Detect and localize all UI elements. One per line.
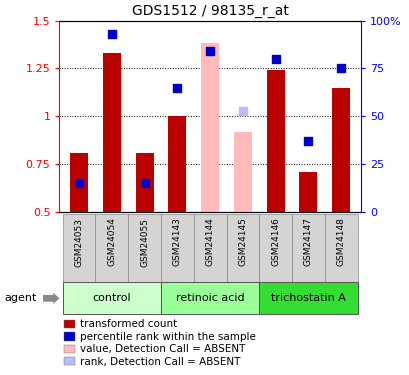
Text: rank, Detection Call = ABSENT: rank, Detection Call = ABSENT [80,357,240,366]
Text: GSM24146: GSM24146 [270,217,279,266]
Title: GDS1512 / 98135_r_at: GDS1512 / 98135_r_at [131,4,288,18]
Text: GSM24143: GSM24143 [173,217,182,266]
Bar [128,214,161,282]
Text: GSM24055: GSM24055 [140,217,149,267]
Text: agent: agent [4,293,36,303]
Point [272,56,278,62]
Text: GSM24144: GSM24144 [205,217,214,266]
Point [337,65,344,71]
Bar [258,214,291,282]
Bar [266,70,284,212]
Point [207,48,213,54]
Bar [324,214,357,282]
Bar [161,282,258,314]
Point [304,138,311,144]
Text: GSM24054: GSM24054 [107,217,116,266]
Text: control: control [92,293,131,303]
Text: percentile rank within the sample: percentile rank within the sample [80,332,255,342]
Text: value, Detection Call = ABSENT: value, Detection Call = ABSENT [80,344,245,354]
Text: transformed count: transformed count [80,320,177,329]
Point [108,31,115,37]
Point [76,180,82,186]
Bar [233,132,251,212]
Bar [258,282,357,314]
Point [174,85,180,91]
Bar [201,43,218,212]
Bar [103,53,121,212]
Bar [226,214,258,282]
Bar [299,172,317,212]
Bar [63,282,161,314]
Bar [63,214,95,282]
Bar [331,88,349,212]
Point [141,180,148,186]
Bar [291,214,324,282]
Text: GSM24053: GSM24053 [74,217,83,267]
Text: trichostatin A: trichostatin A [270,293,345,303]
Text: GSM24148: GSM24148 [336,217,345,266]
Bar [168,116,186,212]
Bar [161,214,193,282]
Bar [193,214,226,282]
Text: GSM24147: GSM24147 [303,217,312,266]
Text: GSM24145: GSM24145 [238,217,247,266]
Point [239,108,245,114]
Text: retinoic acid: retinoic acid [175,293,244,303]
Bar [95,214,128,282]
Bar [135,153,153,212]
Bar [70,153,88,212]
